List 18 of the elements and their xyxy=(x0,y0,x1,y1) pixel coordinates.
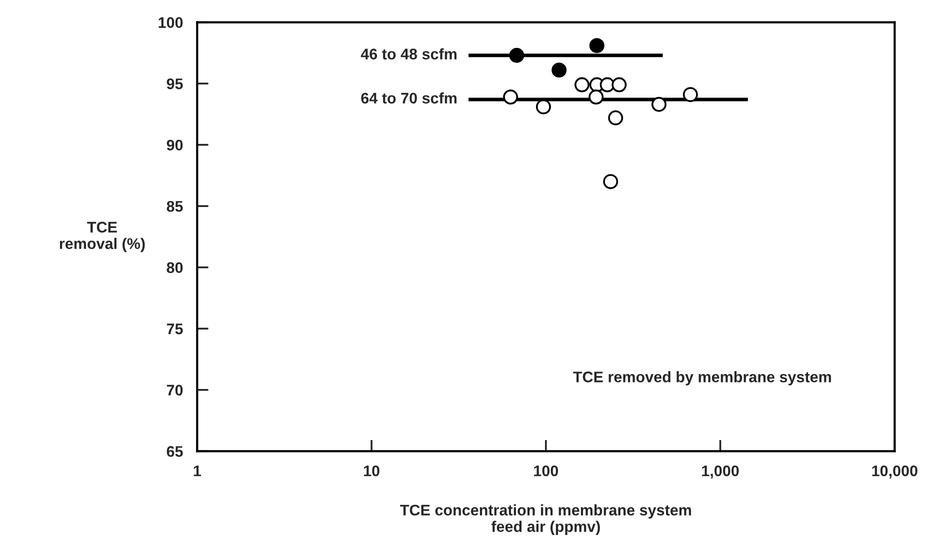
y-tick-label: 80 xyxy=(166,262,183,274)
y-tick-label: 100 xyxy=(158,17,183,28)
annotation: TCE removed by membrane system xyxy=(573,371,831,386)
x-tick-label: 100 xyxy=(534,465,558,476)
x-axis-title: TCE concentration in membrane system feed air (ppmv) xyxy=(400,504,691,535)
x-tick-label: 10,000 xyxy=(872,465,918,478)
x-tick-label: 1 xyxy=(194,466,201,476)
y-tick-label: 65 xyxy=(166,446,183,457)
y-tick-label: 75 xyxy=(166,324,183,334)
y-tick-label: 95 xyxy=(166,78,183,90)
y-axis-title: TCE removal (%) xyxy=(60,222,145,252)
y-tick-label: 70 xyxy=(166,384,183,396)
y-tick-label: 90 xyxy=(166,140,183,151)
y-tick-label: 85 xyxy=(166,200,183,212)
series-label: 46 to 48 scfm xyxy=(360,48,456,60)
x-tick-label: 10 xyxy=(364,465,380,476)
x-tick-label: 1,000 xyxy=(702,465,739,478)
series-label: 64 to 70 scfm xyxy=(361,92,456,104)
